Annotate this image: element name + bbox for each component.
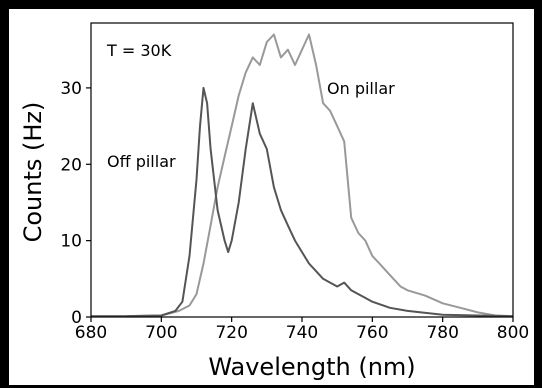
x-tick-label: 760: [356, 323, 388, 343]
x-tick-label: 680: [75, 323, 107, 343]
y-tick-label: 30: [60, 79, 82, 99]
x-tick-label: 720: [215, 323, 247, 343]
x-tick-label: 740: [286, 323, 318, 343]
y-tick-label: 0: [71, 308, 82, 328]
x-axis-title: Wavelength (nm): [208, 353, 415, 381]
x-tick-label: 700: [145, 323, 177, 343]
x-tick-label: 780: [426, 323, 458, 343]
y-tick-label: 20: [60, 155, 82, 175]
annotation-temperature: T = 30K: [106, 41, 172, 60]
series-line-on-pillar: [91, 33, 514, 318]
series-line-off-pillar: [91, 86, 514, 318]
x-tick-label: 800: [497, 323, 529, 343]
annotation-on-pillar: On pillar: [327, 79, 395, 98]
annotation-off-pillar: Off pillar: [107, 152, 176, 171]
y-tick-label: 10: [60, 232, 82, 252]
y-axis-title: Counts (Hz): [19, 102, 47, 243]
